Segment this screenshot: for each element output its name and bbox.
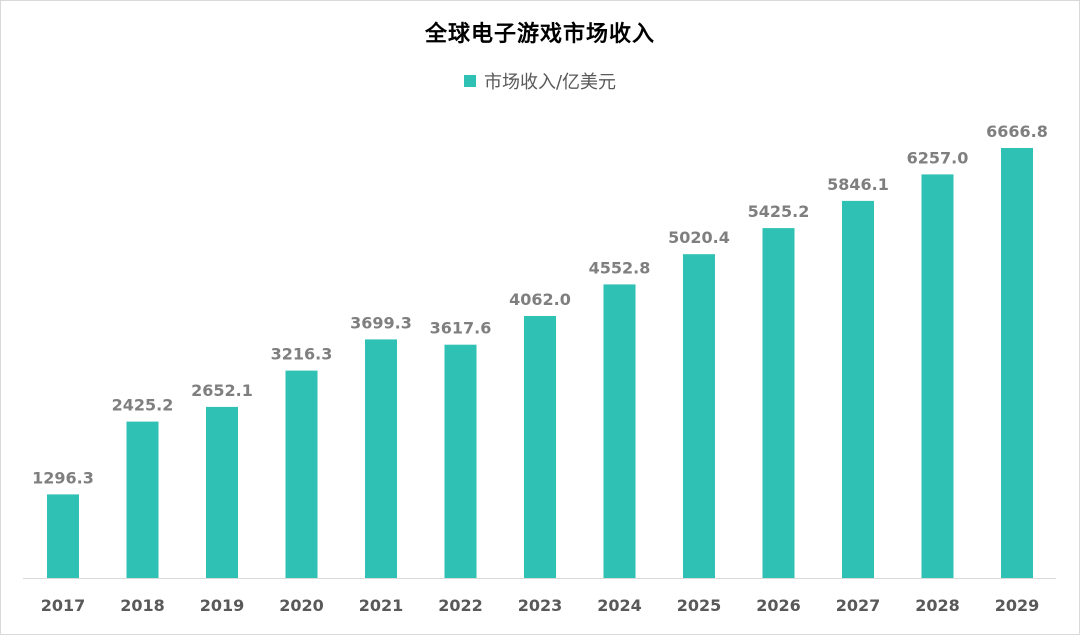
- bar-2027: [842, 200, 874, 578]
- x-tick-label-2029: 2029: [995, 596, 1040, 615]
- data-label-2019: 2652.1: [191, 381, 253, 400]
- data-label-2022: 3617.6: [430, 319, 492, 338]
- bar-2018: [126, 421, 159, 578]
- x-tick-label-2027: 2027: [836, 596, 881, 615]
- bar-2028: [921, 174, 954, 578]
- x-tick-label-2017: 2017: [41, 596, 86, 615]
- bar-2022: [444, 344, 477, 578]
- data-label-2027: 5846.1: [827, 175, 889, 194]
- data-label-2020: 3216.3: [271, 345, 333, 364]
- bar-2029: [1001, 148, 1033, 578]
- bar-2019: [206, 406, 238, 578]
- bar-2026: [762, 228, 795, 578]
- legend-label: 市场收入/亿美元: [483, 72, 617, 93]
- data-label-2026: 5425.2: [748, 202, 810, 221]
- bar-2020: [285, 370, 318, 578]
- bar-2025: [683, 254, 715, 578]
- data-label-2018: 2425.2: [112, 396, 174, 415]
- x-tick-label-2025: 2025: [677, 596, 722, 615]
- data-label-2023: 4062.0: [509, 290, 571, 309]
- data-label-2017: 1296.3: [32, 468, 94, 487]
- bar-2017: [47, 494, 79, 578]
- x-tick-label-2022: 2022: [438, 596, 483, 615]
- legend-swatch: [463, 75, 476, 87]
- x-tick-label-2020: 2020: [279, 596, 324, 615]
- data-label-2025: 5020.4: [668, 228, 730, 247]
- x-tick-label-2019: 2019: [200, 596, 245, 615]
- data-label-2029: 6666.8: [986, 122, 1048, 141]
- chart-legend: 市场收入/亿美元: [0, 68, 1080, 94]
- data-label-2021: 3699.3: [350, 313, 412, 332]
- bar-2023: [524, 316, 556, 578]
- bar-2021: [365, 339, 397, 578]
- x-tick-label-2026: 2026: [756, 596, 801, 615]
- x-tick-label-2021: 2021: [359, 596, 404, 615]
- data-label-2024: 4552.8: [589, 258, 651, 277]
- chart-title: 全球电子游戏市场收入: [424, 21, 655, 47]
- x-tick-label-2018: 2018: [120, 596, 165, 615]
- x-tick-label-2024: 2024: [597, 596, 642, 615]
- x-tick-label-2023: 2023: [518, 596, 563, 615]
- data-label-2028: 6257.0: [907, 148, 969, 167]
- x-tick-label-2028: 2028: [915, 596, 960, 615]
- bar-2024: [603, 284, 636, 578]
